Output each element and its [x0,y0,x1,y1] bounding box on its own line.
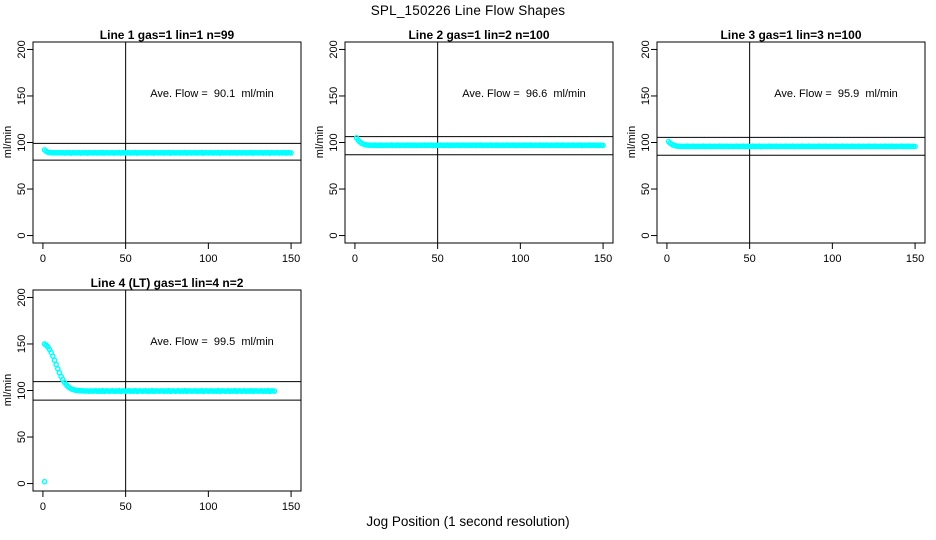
data-point [41,478,48,485]
panel-1-plot: 0 50 100 150 0 50 100 150 200 [16,40,302,265]
y-tick-label: 0 [16,480,28,486]
x-axis-label: Jog Position (1 second resolution) [366,514,570,529]
y-tick-label: 200 [640,40,652,58]
ave-flow-annotation: Ave. Flow = 90.1 ml/min [150,88,274,100]
panel-line-1: Line 1 gas=1 lin=1 n=99 ml/min Ave. Flow… [0,20,312,268]
y-tick-label: 150 [16,335,28,353]
x-tick-label: 50 [120,501,132,513]
data-point [271,388,278,394]
data-point [288,150,294,156]
panel-2-plot: 0 50 100 150 0 50 100 150 200 [328,40,614,265]
main-title: SPL_150226 Line Flow Shapes [370,3,566,18]
x-tick-label: 0 [664,253,670,265]
x-tick-label: 150 [906,253,924,265]
panel-title: Line 1 gas=1 lin=1 n=99 [99,28,235,42]
panel-4-plot: 0 50 100 150 0 50 100 150 200 [16,288,302,513]
panel-3-plot: 0 50 100 150 0 50 100 150 200 [640,40,926,265]
x-tick-label: 100 [199,501,217,513]
panel-line-3: Line 3 gas=1 lin=3 n=100 ml/min Ave. Flo… [624,20,936,268]
x-tick-label: 100 [823,253,841,265]
y-tick-label: 0 [328,232,340,238]
panel-title: Line 3 gas=1 lin=3 n=100 [720,28,862,42]
x-tick-label: 0 [40,501,46,513]
x-tick-label: 150 [594,253,612,265]
y-tick-label: 200 [328,40,340,58]
y-tick-label: 150 [328,87,340,105]
panel-line-2: Line 2 gas=1 lin=2 n=100 ml/min Ave. Flo… [312,20,624,268]
y-tick-label: 100 [16,381,28,399]
x-tick-label: 100 [511,253,529,265]
x-tick-label: 0 [352,253,358,265]
plot-box [656,41,926,244]
y-tick-label: 50 [640,183,652,195]
ave-flow-annotation: Ave. Flow = 99.5 ml/min [150,336,274,348]
y-tick-label: 0 [16,232,28,238]
panel-title: Line 2 gas=1 lin=2 n=100 [408,28,550,42]
data-point [912,143,918,150]
y-tick-label: 100 [328,133,340,151]
y-tick-label: 100 [16,133,28,151]
x-tick-label: 0 [40,253,46,265]
x-tick-label: 150 [282,501,300,513]
y-tick-label: 50 [328,183,340,195]
x-tick-label: 100 [199,253,217,265]
y-tick-label: 200 [16,288,28,306]
x-tick-label: 150 [282,253,300,265]
y-tick-label: 0 [640,232,652,238]
panel-line-4: Line 4 (LT) gas=1 lin=4 n=2 ml/min Ave. … [0,268,312,516]
panel-title: Line 4 (LT) gas=1 lin=4 n=2 [90,276,244,290]
data-point [51,357,58,364]
y-tick-label: 150 [640,87,652,105]
y-tick-label: 200 [16,40,28,58]
plot-box [32,41,302,244]
x-tick-label: 50 [744,253,756,265]
ave-flow-annotation: Ave. Flow = 95.9 ml/min [774,88,898,100]
x-tick-label: 50 [120,253,132,265]
x-tick-label: 50 [432,253,444,265]
data-point [600,142,606,149]
y-tick-label: 50 [16,431,28,443]
ave-flow-annotation: Ave. Flow = 96.6 ml/min [462,88,586,100]
y-tick-label: 150 [16,87,28,105]
y-tick-label: 100 [640,133,652,151]
y-tick-label: 50 [16,183,28,195]
